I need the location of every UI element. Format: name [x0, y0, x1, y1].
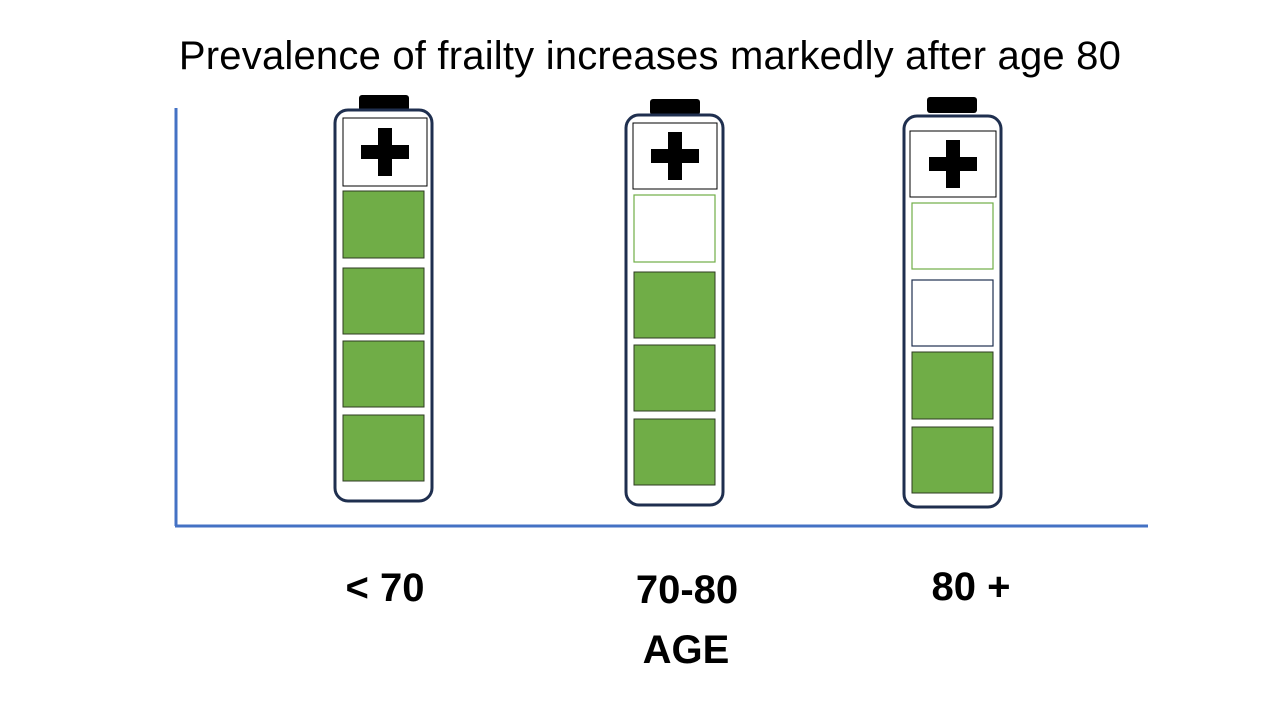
battery-terminal: [927, 97, 977, 113]
battery-cell-filled: [342, 340, 425, 408]
x-tick-label: 80 +: [931, 565, 1011, 609]
battery-cell-filled: [342, 190, 425, 259]
plus-icon: [929, 140, 977, 188]
battery-cell-filled: [342, 414, 425, 482]
battery-cell-empty: [633, 194, 716, 263]
battery-cell-empty: [911, 202, 994, 270]
battery-bar: [333, 95, 434, 503]
battery-cell-filled: [633, 418, 716, 486]
battery-terminal: [650, 99, 700, 115]
battery-cell-filled: [633, 344, 716, 412]
chart-title: Prevalence of frailty increases markedly…: [178, 34, 1122, 78]
x-axis-label: AGE: [642, 628, 730, 672]
battery-bar: [902, 97, 1003, 509]
x-tick-label: < 70: [345, 566, 425, 610]
battery-cell-filled: [633, 271, 716, 339]
battery-cell-filled: [911, 351, 994, 420]
battery-cell-filled: [911, 426, 994, 494]
plus-icon: [651, 132, 699, 180]
battery-terminal: [359, 95, 409, 111]
battery-bar: [624, 99, 725, 507]
battery-cell-empty: [911, 279, 994, 347]
battery-cell-filled: [342, 267, 425, 335]
x-tick-label: 70-80: [635, 568, 739, 612]
plus-icon: [361, 128, 409, 176]
